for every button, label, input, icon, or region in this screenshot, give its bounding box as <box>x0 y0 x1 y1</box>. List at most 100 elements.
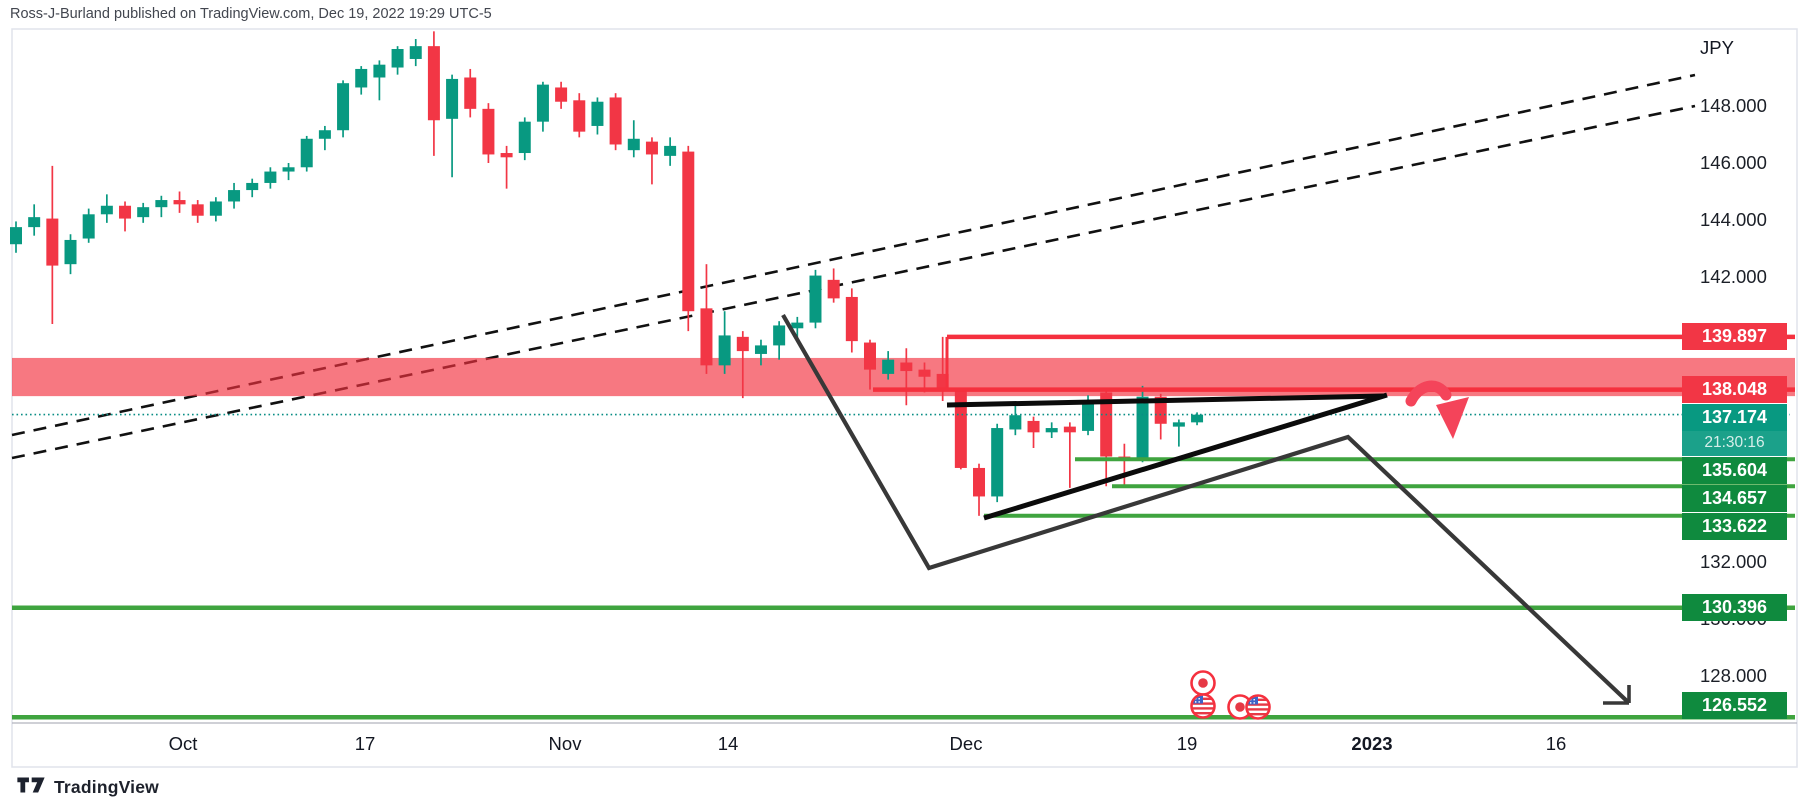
badge-price: 133.622 <box>1701 516 1768 537</box>
us-flag-event-icon[interactable] <box>1190 693 1216 719</box>
candle-body <box>228 190 241 202</box>
candle-body <box>954 389 967 468</box>
candle-body <box>100 205 113 215</box>
price-tick-146.000: 146.000 <box>1700 152 1767 173</box>
candle <box>900 348 913 406</box>
candle-body <box>373 64 386 78</box>
support-badge-126.552[interactable]: 126.552 <box>1682 692 1787 719</box>
price-tick-128.000: 128.000 <box>1700 665 1767 686</box>
time-tick-19: 19 <box>1176 733 1198 754</box>
candle <box>500 145 513 189</box>
candle-body <box>1100 392 1113 457</box>
candle <box>664 137 677 166</box>
price-tick-148.000: 148.000 <box>1700 95 1767 116</box>
support-badge-130.396[interactable]: 130.396 <box>1682 594 1787 622</box>
candle <box>137 202 150 223</box>
badge-price: 139.897 <box>1701 326 1768 347</box>
resistance-badge-139.897[interactable]: 139.897 <box>1682 323 1787 351</box>
japan-flag-event-icon[interactable] <box>1190 670 1216 696</box>
candle <box>355 66 368 95</box>
candle-body <box>754 345 767 354</box>
candle <box>1009 405 1022 436</box>
support-badge-133.622[interactable]: 133.622 <box>1682 513 1787 541</box>
candle <box>773 321 786 360</box>
candle-body <box>845 296 858 342</box>
candles-series <box>10 31 1204 516</box>
time-tick-17: 17 <box>354 733 376 754</box>
candle <box>718 311 731 374</box>
badge-price: 135.604 <box>1701 460 1768 481</box>
candle <box>10 221 22 253</box>
candle-body <box>1136 396 1149 460</box>
candle <box>1063 422 1076 488</box>
candle <box>28 204 41 236</box>
pennant-line-upper[interactable] <box>946 393 1384 408</box>
candle-body <box>46 218 59 266</box>
candle-body <box>664 145 677 156</box>
projection-path[interactable] <box>781 313 1631 705</box>
candle-body <box>1063 426 1076 433</box>
candle-body <box>300 138 313 168</box>
red-breakdown-arrowhead <box>1436 397 1469 439</box>
candle-body <box>973 467 986 497</box>
japan-flag-event-icon[interactable] <box>1227 694 1253 720</box>
price-tick-144.000: 144.000 <box>1700 209 1767 230</box>
resistance-badge-138.048[interactable]: 138.048 <box>1682 376 1787 404</box>
candle-body <box>900 362 913 372</box>
candle <box>609 93 622 151</box>
badge-price: 126.552 <box>1701 695 1768 715</box>
candle <box>246 178 259 198</box>
tradingview-logo-icon[interactable] <box>16 775 46 800</box>
pennant-line-lower[interactable] <box>983 392 1388 521</box>
candle <box>318 125 331 151</box>
candle-body <box>773 325 786 346</box>
candle-body <box>1009 415 1022 430</box>
support-badge-135.604[interactable]: 135.604 <box>1682 457 1787 485</box>
dashed-trendline-lower[interactable] <box>11 104 1696 460</box>
candle <box>645 137 658 185</box>
candle-body <box>264 171 277 183</box>
candle-body <box>536 84 549 122</box>
candle <box>446 74 459 178</box>
candle-body <box>446 78 459 119</box>
badge-price: 134.657 <box>1701 488 1768 509</box>
badge-price: 130.396 <box>1701 597 1768 618</box>
candle <box>282 163 295 181</box>
candle <box>409 39 422 67</box>
candle <box>863 339 876 390</box>
red-breakdown-arrow[interactable] <box>1405 380 1452 407</box>
candle <box>536 81 549 132</box>
candle <box>973 463 986 516</box>
candle-body <box>355 68 368 88</box>
candle <box>518 117 531 161</box>
candle <box>82 208 95 243</box>
candle-body <box>1045 428 1058 433</box>
candle-body <box>173 200 186 205</box>
candle <box>754 339 767 366</box>
time-tick-Nov: Nov <box>548 733 582 754</box>
candle <box>209 197 222 222</box>
candle-body <box>1172 422 1185 427</box>
last-price-badge-137.174[interactable]: 137.174 21:30:16 <box>1682 404 1787 457</box>
candle-close-countdown: 21:30:16 <box>1682 431 1787 457</box>
support-badge-134.657[interactable]: 134.657 <box>1682 485 1787 513</box>
candle-body <box>736 336 749 352</box>
candle-body <box>591 101 604 126</box>
candle-body <box>500 153 513 158</box>
tradingview-logo-text[interactable]: TradingView <box>54 777 159 797</box>
candle-body <box>827 279 840 299</box>
candle <box>264 167 277 189</box>
candle <box>46 165 59 325</box>
candle <box>1027 416 1040 448</box>
time-tick-Oct: Oct <box>168 733 198 754</box>
badge-price: 138.048 <box>1701 379 1768 400</box>
candle-body <box>882 359 895 374</box>
candle <box>119 201 132 232</box>
candle-body <box>409 46 422 59</box>
candle-body <box>155 200 168 208</box>
candle-body <box>791 322 804 329</box>
us-flag-event-icon[interactable] <box>1245 694 1271 720</box>
